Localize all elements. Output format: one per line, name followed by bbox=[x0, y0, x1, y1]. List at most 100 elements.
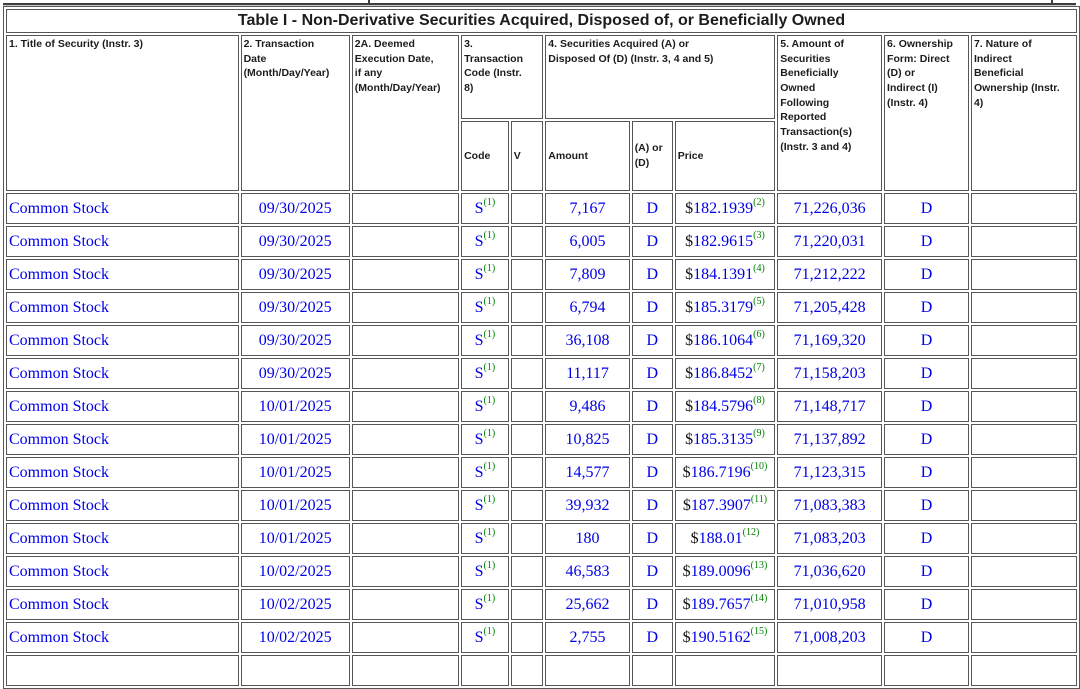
table-row: Common Stock 09/30/2025 S(1) 36,108 D $1… bbox=[6, 325, 1077, 356]
deemed-execution-date-cell bbox=[351, 226, 460, 257]
transaction-date-cell: 10/01/2025 bbox=[240, 424, 350, 455]
acquired-disposed-cell: D bbox=[631, 325, 673, 356]
deemed-execution-date-cell bbox=[351, 193, 460, 224]
transaction-date-cell: 09/30/2025 bbox=[240, 226, 350, 257]
table-row: Common Stock 10/02/2025 S(1) 25,662 D $1… bbox=[6, 589, 1077, 620]
transaction-date-cell: 10/02/2025 bbox=[240, 622, 350, 653]
transaction-date-cell: 10/01/2025 bbox=[240, 457, 350, 488]
transaction-date-cell: 09/30/2025 bbox=[240, 193, 350, 224]
acquired-disposed-cell: D bbox=[631, 556, 673, 587]
ownership-form-cell bbox=[884, 655, 969, 686]
amount-cell: 36,108 bbox=[545, 325, 630, 356]
col-header-deemed-execution-date: 2A. Deemed Execution Date, if any (Month… bbox=[351, 35, 460, 191]
table-row: Common Stock 09/30/2025 S(1) 6,794 D $18… bbox=[6, 292, 1077, 323]
acquired-disposed-cell: D bbox=[631, 193, 673, 224]
security-title-cell: Common Stock bbox=[6, 457, 239, 488]
nature-of-ownership-cell bbox=[970, 556, 1077, 587]
amount-cell: 39,932 bbox=[545, 490, 630, 521]
shares-owned-cell: 71,008,203 bbox=[777, 622, 883, 653]
col-header-transaction-code: 3. Transaction Code (Instr. 8) bbox=[461, 35, 544, 119]
nature-of-ownership-cell bbox=[970, 655, 1077, 686]
amount-cell: 7,809 bbox=[545, 259, 630, 290]
transaction-date-cell: 10/01/2025 bbox=[240, 391, 350, 422]
previous-table-cell-divider bbox=[368, 0, 370, 3]
acquired-disposed-cell: D bbox=[631, 292, 673, 323]
ownership-form-cell: D bbox=[884, 589, 969, 620]
amount-cell: 6,794 bbox=[545, 292, 630, 323]
shares-owned-cell: 71,036,620 bbox=[777, 556, 883, 587]
code-v-cell bbox=[510, 226, 544, 257]
price-cell: $190.5162(15) bbox=[674, 622, 776, 653]
transaction-code-cell: S(1) bbox=[461, 556, 509, 587]
price-cell: $184.1391(4) bbox=[674, 259, 776, 290]
previous-table-cell-divider bbox=[1051, 0, 1053, 3]
table-title-row: Table I - Non-Derivative Securities Acqu… bbox=[6, 9, 1077, 33]
transaction-code-cell: S(1) bbox=[461, 325, 509, 356]
acquired-disposed-cell: D bbox=[631, 424, 673, 455]
acquired-disposed-cell: D bbox=[631, 589, 673, 620]
security-title-cell: Common Stock bbox=[6, 226, 239, 257]
price-cell: $182.9615(3) bbox=[674, 226, 776, 257]
security-title-cell: Common Stock bbox=[6, 622, 239, 653]
acquired-disposed-cell: D bbox=[631, 226, 673, 257]
security-title-cell: Common Stock bbox=[6, 325, 239, 356]
ownership-form-cell: D bbox=[884, 193, 969, 224]
deemed-execution-date-cell bbox=[351, 292, 460, 323]
shares-owned-cell: 71,010,958 bbox=[777, 589, 883, 620]
nature-of-ownership-cell bbox=[970, 523, 1077, 554]
security-title-cell: Common Stock bbox=[6, 556, 239, 587]
nature-of-ownership-cell bbox=[970, 391, 1077, 422]
acquired-disposed-cell: D bbox=[631, 391, 673, 422]
code-v-cell bbox=[510, 622, 544, 653]
price-cell: $189.7657(14) bbox=[674, 589, 776, 620]
amount-cell: 2,755 bbox=[545, 622, 630, 653]
amount-cell: 46,583 bbox=[545, 556, 630, 587]
deemed-execution-date-cell bbox=[351, 424, 460, 455]
ownership-form-cell: D bbox=[884, 457, 969, 488]
security-title-cell: Common Stock bbox=[6, 391, 239, 422]
code-v-cell bbox=[510, 259, 544, 290]
transaction-code-cell: S(1) bbox=[461, 292, 509, 323]
col-header-securities-acquired-disposed: 4. Securities Acquired (A) or Disposed O… bbox=[545, 35, 776, 119]
subcol-header-price: Price bbox=[674, 121, 776, 191]
shares-owned-cell: 71,148,717 bbox=[777, 391, 883, 422]
transaction-code-cell: S(1) bbox=[461, 589, 509, 620]
deemed-execution-date-cell bbox=[351, 325, 460, 356]
header-row-sub: Code V Amount (A) or (D) Price bbox=[6, 121, 1077, 191]
table-row: Common Stock 09/30/2025 S(1) 11,117 D $1… bbox=[6, 358, 1077, 389]
transaction-date-cell: 09/30/2025 bbox=[240, 259, 350, 290]
transaction-date-cell: 10/01/2025 bbox=[240, 523, 350, 554]
amount-cell: 10,825 bbox=[545, 424, 630, 455]
amount-cell: 11,117 bbox=[545, 358, 630, 389]
transaction-code-cell: S(1) bbox=[461, 391, 509, 422]
col-header-transaction-date: 2. Transaction Date (Month/Day/Year) bbox=[240, 35, 350, 191]
amount-cell: 6,005 bbox=[545, 226, 630, 257]
shares-owned-cell: 71,083,383 bbox=[777, 490, 883, 521]
transaction-code-cell: S(1) bbox=[461, 457, 509, 488]
deemed-execution-date-cell bbox=[351, 589, 460, 620]
table-row: Common Stock 09/30/2025 S(1) 7,167 D $18… bbox=[6, 193, 1077, 224]
shares-owned-cell bbox=[777, 655, 883, 686]
amount-cell: 7,167 bbox=[545, 193, 630, 224]
transaction-code-cell: S(1) bbox=[461, 523, 509, 554]
code-v-cell bbox=[510, 424, 544, 455]
table-row: Common Stock 10/01/2025 S(1) 14,577 D $1… bbox=[6, 457, 1077, 488]
acquired-disposed-cell: D bbox=[631, 523, 673, 554]
form4-table-i: Table I - Non-Derivative Securities Acqu… bbox=[3, 6, 1080, 689]
transaction-code-cell bbox=[461, 655, 509, 686]
shares-owned-cell: 71,212,222 bbox=[777, 259, 883, 290]
table-head: Table I - Non-Derivative Securities Acqu… bbox=[6, 9, 1077, 191]
security-title-cell: Common Stock bbox=[6, 193, 239, 224]
code-v-cell bbox=[510, 325, 544, 356]
ownership-form-cell: D bbox=[884, 556, 969, 587]
amount-cell: 25,662 bbox=[545, 589, 630, 620]
deemed-execution-date-cell bbox=[351, 391, 460, 422]
amount-cell: 180 bbox=[545, 523, 630, 554]
shares-owned-cell: 71,169,320 bbox=[777, 325, 883, 356]
nature-of-ownership-cell bbox=[970, 358, 1077, 389]
ownership-form-cell: D bbox=[884, 358, 969, 389]
table-row bbox=[6, 655, 1077, 686]
acquired-disposed-cell bbox=[631, 655, 673, 686]
security-title-cell bbox=[6, 655, 239, 686]
ownership-form-cell: D bbox=[884, 490, 969, 521]
